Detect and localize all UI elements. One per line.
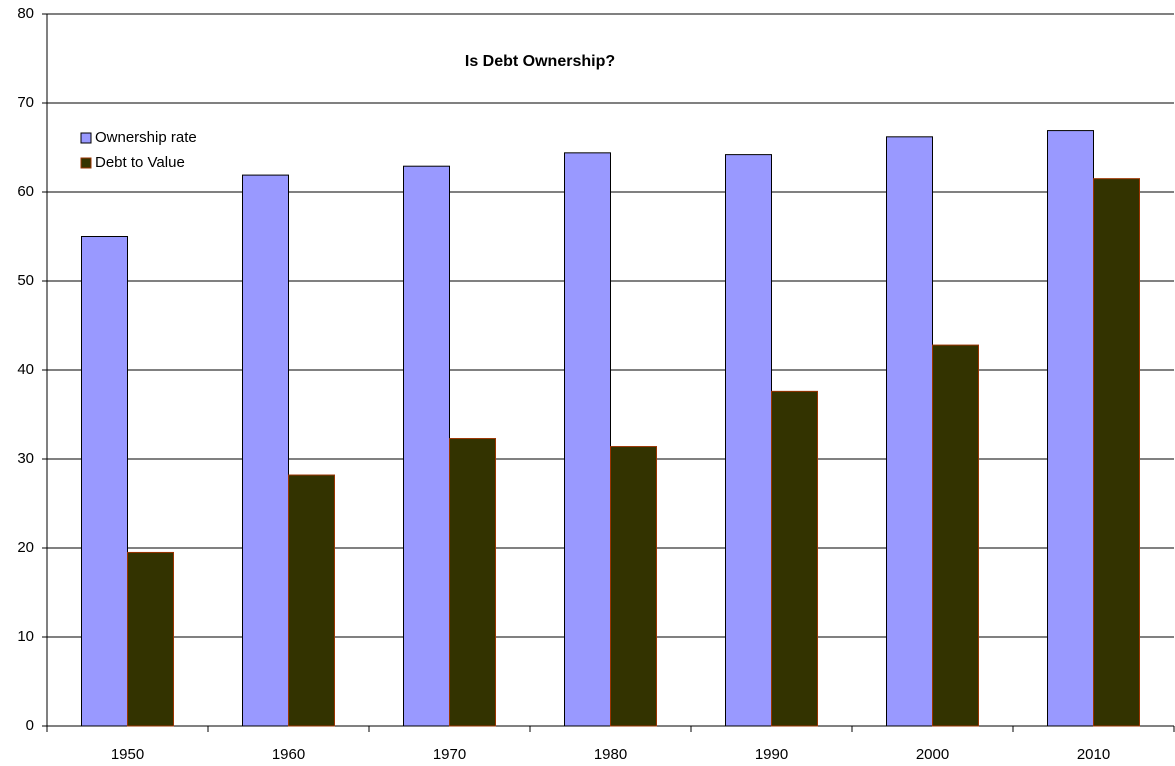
bar	[564, 152, 611, 727]
bar	[449, 438, 496, 727]
chart-title: Is Debt Ownership?	[465, 53, 615, 70]
bar	[242, 174, 289, 727]
bar	[886, 136, 933, 727]
x-tick-label: 1980	[594, 746, 627, 763]
bar	[288, 474, 335, 727]
y-tick-label: 20	[17, 539, 34, 556]
x-tick-label: 1950	[111, 746, 144, 763]
legend-swatch	[80, 132, 92, 144]
legend-swatch	[80, 157, 92, 169]
bar	[1047, 130, 1094, 727]
bar	[403, 165, 450, 727]
y-tick-label: 30	[17, 450, 34, 467]
x-tick-label: 1970	[433, 746, 466, 763]
bar	[771, 390, 818, 727]
x-tick-label: 1960	[272, 746, 305, 763]
bar	[725, 154, 772, 727]
legend-label: Ownership rate	[95, 129, 197, 146]
y-tick-label: 0	[26, 717, 34, 734]
bar	[127, 551, 174, 727]
y-tick-label: 10	[17, 628, 34, 645]
y-tick-label: 60	[17, 183, 34, 200]
y-tick-label: 40	[17, 361, 34, 378]
bar	[1093, 178, 1140, 727]
x-tick-label: 2010	[1077, 746, 1110, 763]
bar	[932, 344, 979, 727]
legend-label: Debt to Value	[95, 154, 185, 171]
x-tick-label: 2000	[916, 746, 949, 763]
x-tick-label: 1990	[755, 746, 788, 763]
y-tick-label: 70	[17, 94, 34, 111]
bar	[81, 236, 128, 727]
bar	[610, 446, 657, 727]
y-tick-label: 50	[17, 272, 34, 289]
y-tick-label: 80	[17, 5, 34, 22]
